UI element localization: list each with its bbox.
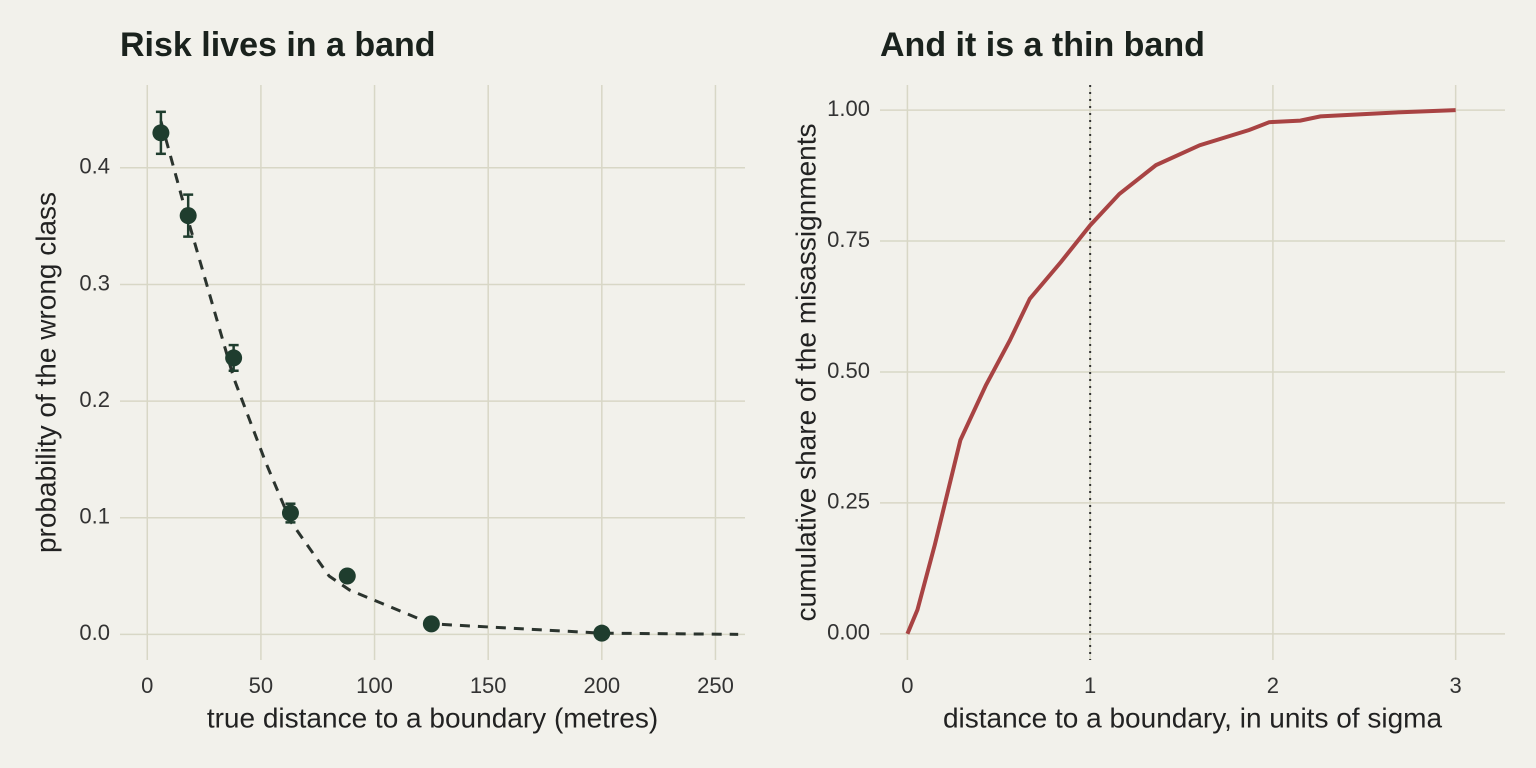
y-tick-label: 0.3 bbox=[79, 270, 110, 295]
y-tick-label: 0.2 bbox=[79, 387, 110, 412]
point bbox=[179, 207, 197, 225]
x-tick-label: 1 bbox=[1084, 673, 1096, 698]
point bbox=[338, 567, 356, 585]
y-tick-label: 0.00 bbox=[827, 620, 870, 645]
chart-title: Risk lives in a band bbox=[120, 26, 436, 64]
y-tick-label: 0.0 bbox=[79, 620, 110, 645]
x-tick-label: 2 bbox=[1267, 673, 1279, 698]
x-axis-label: distance to a boundary, in units of sigm… bbox=[943, 702, 1443, 733]
x-tick-label: 100 bbox=[356, 673, 393, 698]
point bbox=[422, 615, 440, 633]
point bbox=[593, 624, 611, 642]
ecdf-line bbox=[905, 108, 1456, 635]
point bbox=[152, 124, 170, 142]
y-tick-label: 0.75 bbox=[827, 227, 870, 252]
y-tick-label: 0.4 bbox=[79, 154, 110, 179]
y-tick-label: 0.1 bbox=[79, 504, 110, 529]
point bbox=[281, 504, 299, 522]
x-axis-label: true distance to a boundary (metres) bbox=[207, 702, 658, 733]
x-tick-label: 0 bbox=[901, 673, 913, 698]
y-axis-label: probability of the wrong class bbox=[30, 192, 61, 553]
x-tick-label: 0 bbox=[141, 673, 153, 698]
y-tick-label: 0.25 bbox=[827, 489, 870, 514]
x-tick-label: 200 bbox=[583, 673, 620, 698]
x-tick-label: 150 bbox=[470, 673, 507, 698]
y-tick-label: 0.50 bbox=[827, 358, 870, 383]
x-tick-label: 3 bbox=[1450, 673, 1462, 698]
fit-line bbox=[159, 120, 739, 636]
point bbox=[225, 349, 243, 367]
chart-title: And it is a thin band bbox=[880, 26, 1205, 64]
y-tick-label: 1.00 bbox=[827, 96, 870, 121]
x-tick-label: 50 bbox=[249, 673, 273, 698]
y-axis-label: cumulative share of the misassignments bbox=[790, 124, 821, 622]
x-tick-label: 250 bbox=[697, 673, 734, 698]
